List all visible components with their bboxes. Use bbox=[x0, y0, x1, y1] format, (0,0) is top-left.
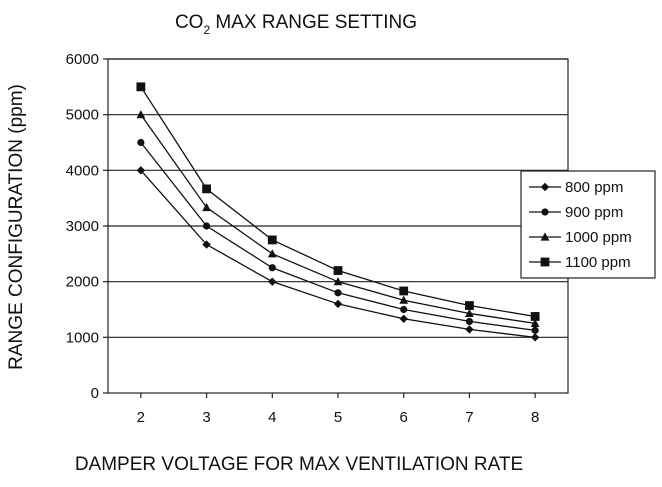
data-point-1000-ppm bbox=[202, 202, 211, 212]
data-point-800-ppm bbox=[465, 325, 474, 334]
x-tick-label: 6 bbox=[400, 409, 408, 426]
y-tick-label: 1000 bbox=[66, 329, 99, 346]
legend-marker bbox=[540, 182, 550, 192]
data-point-1100-ppm bbox=[530, 312, 540, 321]
data-point-1000-ppm bbox=[530, 318, 540, 328]
legend-marker bbox=[541, 208, 549, 216]
chart-title: CO2 MAX RANGE SETTING bbox=[175, 12, 417, 37]
data-point-1100-ppm bbox=[136, 82, 146, 92]
data-point-900-ppm bbox=[137, 138, 145, 147]
data-point-800-ppm bbox=[268, 277, 277, 286]
data-point-900-ppm bbox=[531, 326, 539, 334]
data-point-1000-ppm bbox=[136, 110, 146, 119]
data-point-1000-ppm bbox=[465, 308, 474, 318]
x-tick-label: 8 bbox=[531, 409, 539, 426]
chart-title-rest: MAX RANGE SETTING bbox=[210, 12, 417, 33]
y-tick-label: 4000 bbox=[66, 162, 99, 179]
x-tick-label: 4 bbox=[268, 409, 276, 426]
legend: 800 ppm 900 ppm 1000 ppm 1100 ppm bbox=[520, 170, 656, 279]
data-point-800-ppm bbox=[530, 333, 540, 342]
y-tick-label: 3000 bbox=[66, 218, 99, 235]
tick-labels: 0 1000 2000 3000 4000 5000 6000 2 3 4 5 6 7 8 bbox=[66, 51, 540, 426]
legend-item-1100-ppm: 1100 ppm bbox=[529, 254, 631, 271]
data-point-800-ppm bbox=[399, 314, 408, 323]
data-point-900-ppm bbox=[400, 305, 408, 314]
series-line-800-ppm bbox=[140, 169, 536, 338]
y-tick-label: 6000 bbox=[66, 51, 99, 68]
legend-item-1000-ppm: 1000 ppm bbox=[529, 229, 632, 246]
legend-label: 900 ppm bbox=[565, 204, 623, 221]
data-point-1100-ppm bbox=[399, 286, 409, 296]
data-point-800-ppm bbox=[333, 299, 343, 309]
legend-label: 1000 ppm bbox=[565, 229, 632, 246]
series-1000-ppm bbox=[136, 110, 540, 328]
series-group bbox=[136, 82, 540, 342]
y-axis-label: RANGE CONFIGURATION (ppm) bbox=[6, 84, 27, 370]
series-800-ppm bbox=[136, 166, 540, 342]
data-point-1100-ppm bbox=[202, 184, 211, 194]
data-point-1100-ppm bbox=[333, 266, 343, 275]
legend-item-800-ppm: 800 ppm bbox=[529, 179, 623, 196]
chart-title-main: CO bbox=[175, 12, 204, 33]
legend-item-900-ppm: 900 ppm bbox=[529, 204, 623, 221]
data-point-800-ppm bbox=[136, 166, 146, 175]
legend-label: 800 ppm bbox=[565, 179, 623, 196]
legend-marker bbox=[540, 257, 550, 267]
axes bbox=[103, 58, 569, 398]
data-point-1000-ppm bbox=[267, 249, 277, 258]
x-axis-label: DAMPER VOLTAGE FOR MAX VENTILATION RATE bbox=[75, 454, 523, 475]
data-point-900-ppm bbox=[334, 289, 342, 297]
data-point-900-ppm bbox=[465, 317, 474, 326]
data-point-800-ppm bbox=[202, 240, 211, 249]
x-tick-label: 5 bbox=[334, 409, 342, 426]
data-point-1000-ppm bbox=[333, 277, 343, 286]
legend-label: 1100 ppm bbox=[565, 254, 631, 271]
data-point-900-ppm bbox=[202, 222, 211, 230]
x-tick-label: 3 bbox=[202, 409, 210, 426]
series-1100-ppm bbox=[136, 82, 540, 321]
y-tick-label: 2000 bbox=[66, 274, 99, 291]
data-point-1100-ppm bbox=[465, 301, 474, 310]
x-tick-label: 2 bbox=[137, 409, 145, 426]
chart-title-subscript: 2 bbox=[203, 23, 210, 37]
data-point-900-ppm bbox=[268, 264, 276, 272]
x-tick-label: 7 bbox=[465, 409, 473, 426]
series-900-ppm bbox=[137, 138, 539, 334]
y-tick-label: 0 bbox=[91, 385, 99, 402]
y-tick-label: 5000 bbox=[66, 107, 99, 124]
data-point-1000-ppm bbox=[399, 295, 409, 304]
legend-marker bbox=[540, 232, 550, 241]
data-point-1100-ppm bbox=[267, 235, 277, 245]
